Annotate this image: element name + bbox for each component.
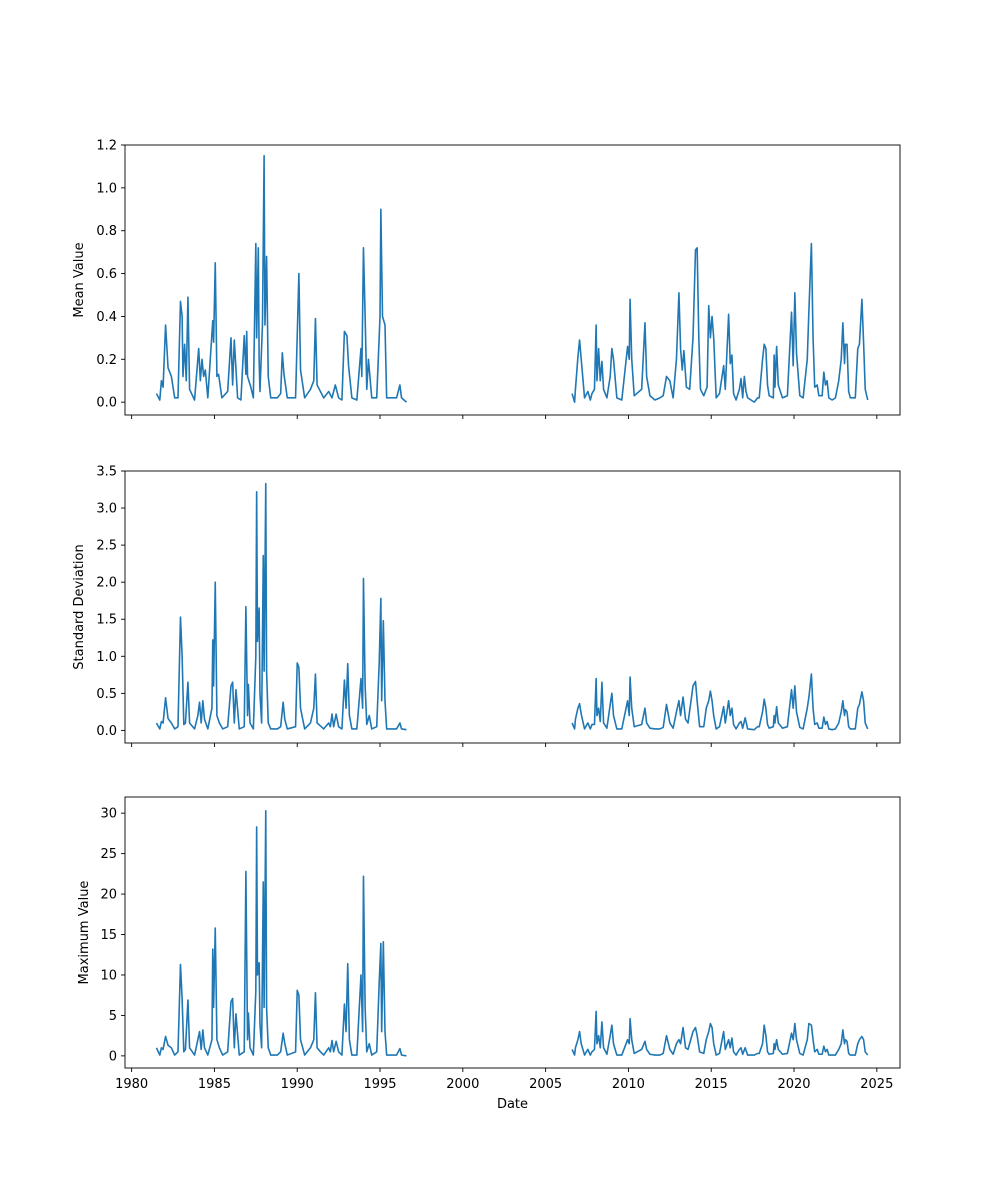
axes-frame xyxy=(124,144,901,416)
x-tick-label: 2020 xyxy=(777,1077,810,1092)
y-axis-label: Standard Deviation xyxy=(72,544,87,669)
x-tick-label: 2010 xyxy=(612,1077,645,1092)
series-line-max-segment-1 xyxy=(155,809,407,1057)
y-tick-label: 30 xyxy=(100,807,117,822)
x-tick-label: 1985 xyxy=(198,1077,231,1092)
y-tick-label: 0.5 xyxy=(96,687,117,702)
x-tick-label: 2025 xyxy=(860,1077,893,1092)
y-tick-label: 0.2 xyxy=(96,353,117,368)
subplot-2: 0.0 0.5 1.0 1.5 2.0 2.5 3.0 3.5 Standard Deviati… xyxy=(72,465,901,747)
series-line-std-segment-1 xyxy=(155,482,407,731)
y-tick-label: 1.0 xyxy=(96,181,117,196)
y-tick-label: 1.0 xyxy=(96,650,117,665)
x-tick-label: 2005 xyxy=(529,1077,562,1092)
series-line-mean-segment-1 xyxy=(155,154,408,403)
y-tick-label: 0 xyxy=(109,1049,117,1064)
y-tick-label: 3.0 xyxy=(96,502,117,517)
x-axis-label: Date xyxy=(497,1097,528,1112)
y-tick-label: 0.4 xyxy=(96,310,117,325)
series-line-std-segment-2 xyxy=(571,673,869,731)
y-tick-label: 1.2 xyxy=(96,139,117,154)
y-tick-label: 5 xyxy=(109,1009,117,1024)
x-tick-label: 2000 xyxy=(446,1077,479,1092)
y-tick-label: 2.5 xyxy=(96,539,117,554)
subplot-1: 0.0 0.2 0.4 0.6 0.8 1.0 1.2 Mean Value xyxy=(72,139,901,419)
y-tick-label: 0.8 xyxy=(96,224,117,239)
y-tick-label: 20 xyxy=(100,888,117,903)
y-tick-label: 0.6 xyxy=(96,267,117,282)
y-tick-label: 0.0 xyxy=(96,724,117,739)
y-axis-label: Maximum Value xyxy=(77,881,92,985)
x-tick-label: 1980 xyxy=(115,1077,148,1092)
y-tick-label: 10 xyxy=(100,968,117,983)
y-tick-label: 25 xyxy=(100,847,117,862)
x-tick-label: 1990 xyxy=(281,1077,314,1092)
y-tick-label: 3.5 xyxy=(96,465,117,480)
y-axis-label: Mean Value xyxy=(72,242,87,317)
y-tick-label: 15 xyxy=(100,928,117,943)
y-tick-label: 2.0 xyxy=(96,576,117,591)
x-tick-label: 2015 xyxy=(695,1077,728,1092)
x-tick-label: 1995 xyxy=(363,1077,396,1092)
series-line-mean-segment-2 xyxy=(571,242,869,403)
y-tick-label: 0.0 xyxy=(96,396,117,411)
axes-frame xyxy=(124,470,901,744)
y-tick-label: 1.5 xyxy=(96,613,117,628)
axes-frame xyxy=(124,796,901,1069)
series-line-max-segment-2 xyxy=(571,1010,869,1056)
